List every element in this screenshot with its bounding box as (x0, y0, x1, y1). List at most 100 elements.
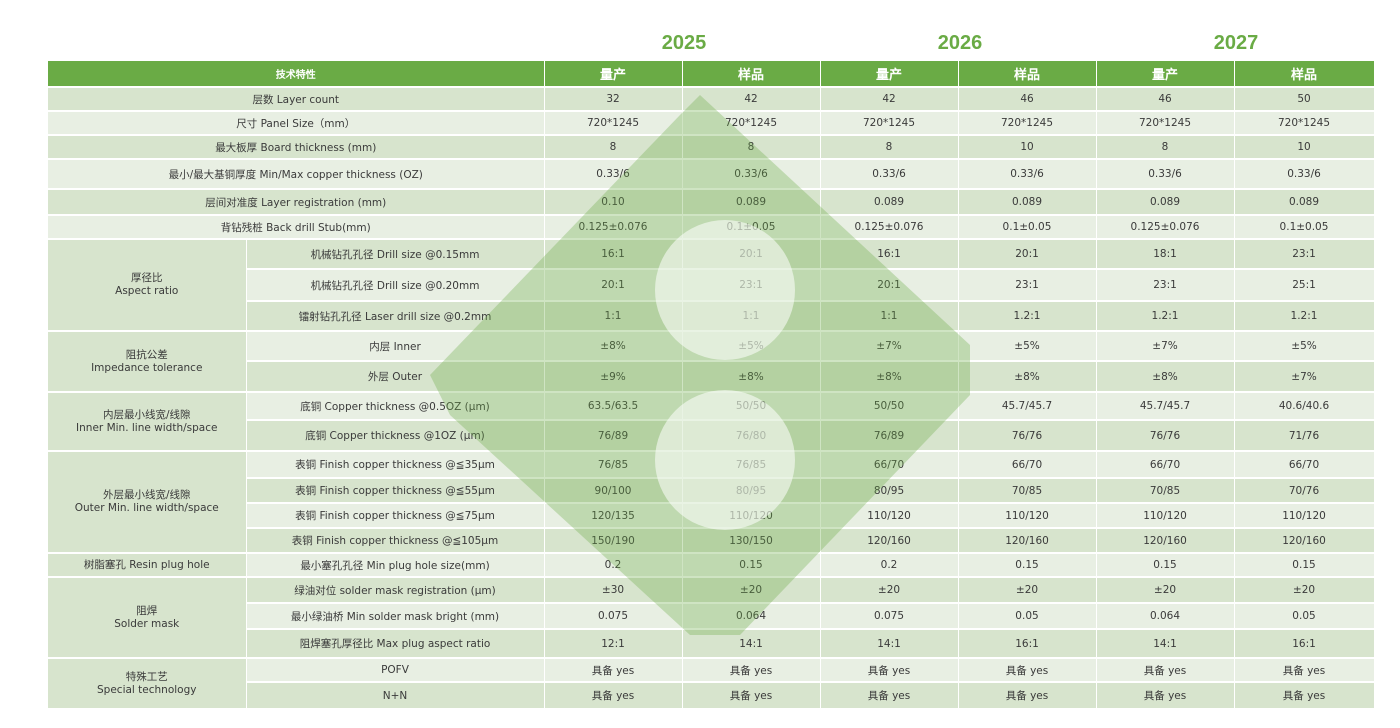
row-sublabel: 表铜 Finish copper thickness @≦35μm (246, 451, 545, 479)
col-header-2027-sample: 样品 (1234, 61, 1375, 88)
table-cell: 90/100 (544, 478, 683, 504)
table-cell: 720*1245 (544, 111, 683, 136)
table-cell: 1:1 (820, 301, 959, 332)
table-cell: 0.089 (1096, 189, 1235, 216)
year-header-row: 2025 2026 2027 (0, 32, 1400, 58)
table-row: 外层 Outer ±9% ±8% ±8% ±8% ±8% ±7% (48, 361, 1375, 393)
table-cell: 42 (682, 87, 821, 112)
table-cell: 具备 yes (958, 658, 1097, 683)
table-cell: 120/160 (958, 528, 1097, 554)
table-cell: 32 (544, 87, 683, 112)
table-cell: 66/70 (1096, 451, 1235, 479)
table-cell: 具备 yes (544, 658, 683, 683)
row-label: 最小/最大基铜厚度 Min/Max copper thickness (OZ) (48, 159, 545, 190)
table-row: 背钻残桩 Back drill Stub(mm) 0.125±0.076 0.1±0… (48, 215, 1375, 240)
table-cell: 76/85 (544, 451, 683, 479)
table-cell: 25:1 (1234, 269, 1375, 302)
table-cell: 16:1 (544, 239, 683, 270)
table-cell: 8 (682, 135, 821, 160)
table-cell: 23:1 (958, 269, 1097, 302)
table-cell: ±8% (958, 361, 1097, 393)
table-cell: 720*1245 (1096, 111, 1235, 136)
row-sublabel: 表铜 Finish copper thickness @≦75μm (246, 503, 545, 529)
table-row: 最小绿油桥 Min solder mask bright (mm) 0.075 0.… (48, 603, 1375, 630)
table-cell: 50 (1234, 87, 1375, 112)
row-sublabel: 最小塞孔孔径 Min plug hole size(mm) (246, 553, 545, 578)
table-cell: 71/76 (1234, 420, 1375, 452)
table-cell: 0.2 (820, 553, 959, 578)
table-cell: 50/50 (682, 392, 821, 421)
table-cell: 具备 yes (544, 682, 683, 710)
table-cell: 66/70 (1234, 451, 1375, 479)
table-cell: 0.125±0.076 (820, 215, 959, 240)
table-cell: 14:1 (820, 629, 959, 659)
table-cell: ±5% (682, 331, 821, 362)
table-cell: 120/160 (1234, 528, 1375, 554)
table-cell: 45.7/45.7 (1096, 392, 1235, 421)
table-cell: 20:1 (958, 239, 1097, 270)
table-cell: 具备 yes (1096, 682, 1235, 710)
table-row: 尺寸 Panel Size（mm） 720*1245 720*1245 720*124… (48, 111, 1375, 136)
table-cell: 具备 yes (682, 682, 821, 710)
table-row: 机械钻孔孔径 Drill size @0.20mm 20:1 23:1 20:1 23:… (48, 269, 1375, 302)
table-cell: 0.2 (544, 553, 683, 578)
row-sublabel: POFV (246, 658, 545, 683)
table-cell: 70/76 (1234, 478, 1375, 504)
feature-header: 技术特性 (48, 61, 545, 88)
table-cell: 0.15 (958, 553, 1097, 578)
table-row: 外层最小线宽/线隙 Outer Min. line width/space 表铜 … (48, 451, 1375, 554)
year-2027: 2027 (1213, 32, 1259, 54)
table-cell: 0.064 (682, 603, 821, 630)
table-cell: 10 (958, 135, 1097, 160)
table-cell: 720*1245 (682, 111, 821, 136)
table-cell: 76/89 (544, 420, 683, 452)
table-cell: 16:1 (1234, 629, 1375, 659)
table-cell: ±20 (958, 577, 1097, 604)
table-cell: 45.7/45.7 (958, 392, 1097, 421)
table-cell: 8 (820, 135, 959, 160)
table-cell: ±20 (820, 577, 959, 604)
table-cell: 0.15 (1234, 553, 1375, 578)
table-cell: 18:1 (1096, 239, 1235, 270)
row-sublabel: 表铜 Finish copper thickness @≦55μm (246, 478, 545, 504)
table-cell: ±5% (1234, 331, 1375, 362)
row-group-label: 外层最小线宽/线隙 Outer Min. line width/space (48, 451, 247, 554)
table-cell: 具备 yes (820, 658, 959, 683)
table-cell: 76/80 (682, 420, 821, 452)
row-sublabel: 机械钻孔孔径 Drill size @0.15mm (246, 239, 545, 270)
table-cell: ±8% (1096, 361, 1235, 393)
table-row: 阻焊 Solder mask 绿油对位 solder mask registrat… (48, 577, 1375, 659)
table-cell: 具备 yes (682, 658, 821, 683)
row-sublabel: 机械钻孔孔径 Drill size @0.20mm (246, 269, 545, 302)
table-cell: 16:1 (958, 629, 1097, 659)
table-row: 最大板厚 Board thickness (mm) 8 8 8 10 8 10 (48, 135, 1375, 160)
table-cell: 1.2:1 (1096, 301, 1235, 332)
row-sublabel: 镭射钻孔孔径 Laser drill size @0.2mm (246, 301, 545, 332)
table-cell: 20:1 (820, 269, 959, 302)
table-cell: 0.089 (1234, 189, 1375, 216)
table-row: 阻抗公差 Impedance tolerance 内层 Inner ±8% ±5% ±7… (48, 331, 1375, 393)
table-cell: 76/89 (820, 420, 959, 452)
table-cell: ±7% (1234, 361, 1375, 393)
row-label: 最大板厚 Board thickness (mm) (48, 135, 545, 160)
table-cell: 0.33/6 (544, 159, 683, 190)
table-cell: 8 (544, 135, 683, 160)
row-sublabel: 阻焊塞孔厚径比 Max plug aspect ratio (246, 629, 545, 659)
table-cell: ±8% (544, 331, 683, 362)
table-cell: 23:1 (682, 269, 821, 302)
table-cell: 720*1245 (1234, 111, 1375, 136)
table-cell: 46 (958, 87, 1097, 112)
row-group-label: 阻焊 Solder mask (48, 577, 247, 659)
table-cell: 0.075 (544, 603, 683, 630)
table-cell: 76/85 (682, 451, 821, 479)
table-cell: 720*1245 (820, 111, 959, 136)
table-cell: ±20 (1096, 577, 1235, 604)
table-cell: 130/150 (682, 528, 821, 554)
table-cell: 63.5/63.5 (544, 392, 683, 421)
table-cell: 0.064 (1096, 603, 1235, 630)
table-cell: ±30 (544, 577, 683, 604)
row-sublabel: 最小绿油桥 Min solder mask bright (mm) (246, 603, 545, 630)
row-sublabel: 绿油对位 solder mask registration (μm) (246, 577, 545, 604)
table-cell: 150/190 (544, 528, 683, 554)
year-2025: 2025 (661, 32, 707, 54)
